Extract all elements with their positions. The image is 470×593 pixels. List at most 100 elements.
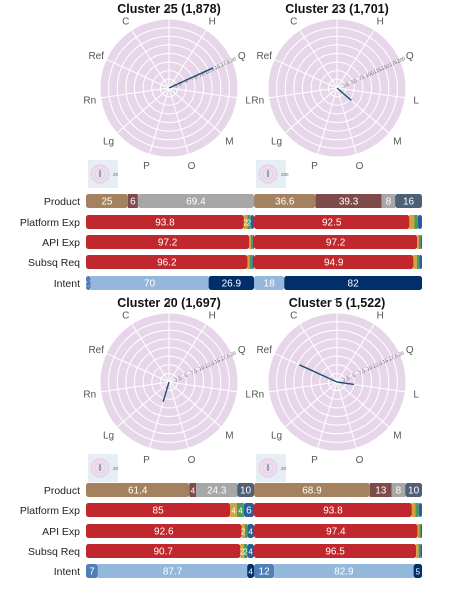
radar-axis-label: M <box>225 430 233 441</box>
bar-row-intent: 2.7 70 26.9 <box>83 276 254 290</box>
bar-segment <box>247 564 254 578</box>
bar-value-label: 96.2 <box>157 258 177 269</box>
bar-value-label: 10 <box>408 486 420 497</box>
radar-spoke <box>168 87 222 134</box>
bar-segment <box>254 564 275 578</box>
bar-row-platform-exp: 93.8 <box>254 503 422 517</box>
bar-row-product: 61.4 4 24.3 10 <box>86 483 254 497</box>
bar-value-label: 4 <box>248 568 253 577</box>
bar-value-label: 97.4 <box>326 527 346 538</box>
radar-tick-label: 100 <box>365 70 375 79</box>
bar-value-label: 2.7 <box>83 280 95 289</box>
radar-series-line <box>168 67 214 89</box>
bar-value-label: 82.9 <box>334 567 354 578</box>
bar-value-label: 6 <box>130 197 136 208</box>
radar-spoke <box>336 87 406 99</box>
radar-tick-label: 15 <box>382 358 390 366</box>
row-label-api-exp: API Exp <box>42 237 80 249</box>
bar-segment <box>86 524 242 538</box>
radar-spoke <box>336 352 400 383</box>
bar-segment <box>241 524 245 538</box>
bar-row-platform-exp: 92.5 <box>254 215 422 229</box>
bar-segment <box>237 483 254 497</box>
row-label-platform-exp: Platform Exp <box>19 505 80 517</box>
inset-ring <box>93 461 107 475</box>
radar-axis-label: Q <box>406 345 414 356</box>
bar-segment <box>254 235 418 249</box>
bar-segment <box>411 503 416 517</box>
radar-tick-label: 5 <box>184 373 189 380</box>
bar-segment <box>391 483 406 497</box>
radar-axis-label: O <box>356 455 364 466</box>
radar-tick-label: 25 <box>343 82 351 90</box>
inset-tick-label: 200 <box>281 172 289 177</box>
radar-spoke <box>168 323 207 383</box>
bar-segment <box>249 255 253 269</box>
bar-segment <box>243 215 248 229</box>
bar-value-label: 36.6 <box>275 197 295 208</box>
bar-segment <box>417 235 419 249</box>
inset-tick-label: 20 <box>113 172 119 177</box>
radar-spoke <box>168 29 207 89</box>
radar-axis-label: M <box>225 136 233 147</box>
bar-segment <box>254 524 418 538</box>
radar-tick-label: 5 <box>184 79 189 86</box>
radar-axis-label: Lg <box>271 136 282 147</box>
bar-value-label: 10 <box>240 486 252 497</box>
bar-segment <box>409 215 415 229</box>
bar-segment <box>395 194 422 208</box>
row-label-subsq-req: Subsq Req <box>28 546 80 558</box>
bar-value-label: 25 <box>101 197 113 208</box>
bar-segment <box>419 255 422 269</box>
cluster-title: Cluster 5 (1,522) <box>288 296 386 310</box>
radar-axis-label: C <box>290 17 297 28</box>
bar-segment <box>86 564 98 578</box>
bar-segment <box>274 564 414 578</box>
bar-segment <box>249 235 251 249</box>
radar-axis-label: P <box>311 455 318 466</box>
radar-axis-label: Lg <box>103 430 114 441</box>
bar-value-label: 2 <box>247 219 252 228</box>
radar-spoke <box>106 352 170 383</box>
bar-segment <box>240 544 244 558</box>
bar-row-api-exp: 97.4 <box>254 524 422 538</box>
bar-row-product: 68.9 13 8 10 <box>254 483 422 497</box>
radar-axis-label: L <box>245 389 251 400</box>
bar-row-api-exp: 97.2 <box>254 235 422 249</box>
bar-value-label: 8 <box>396 486 402 497</box>
bar-segment <box>127 194 138 208</box>
bar-value-label: 5 <box>416 568 421 577</box>
radar-axis-label: M <box>393 430 401 441</box>
radar-spoke <box>168 352 232 383</box>
radar-tick-label: 20 <box>398 350 406 358</box>
bar-segment <box>418 503 422 517</box>
bar-value-label: 92.6 <box>154 527 174 538</box>
bar-value-label: 87.7 <box>163 567 183 578</box>
bar-segment <box>86 276 91 290</box>
inset-ring <box>89 457 111 479</box>
radar-axis-label: T <box>334 4 340 15</box>
radar-axis-label: T <box>166 4 172 15</box>
bar-value-label: 70 <box>144 279 156 290</box>
radar-series-line <box>336 381 355 386</box>
radar-spoke <box>284 381 338 428</box>
bar-segment <box>86 215 244 229</box>
bar-value-label: 18 <box>264 279 276 290</box>
bar-value-label: 8 <box>386 197 392 208</box>
radar-axis-label: C <box>122 17 129 28</box>
radar-tick-label: 15 <box>214 358 222 366</box>
radar-tick-label: 10 <box>198 365 206 373</box>
bar-segment <box>252 255 254 269</box>
bar-segment <box>189 483 197 497</box>
bar-value-label: 7 <box>89 567 95 578</box>
bar-segment <box>417 524 420 538</box>
radar-axis-label: O <box>356 161 364 172</box>
radar-spoke <box>317 381 338 449</box>
bar-value-label: 2 <box>243 219 248 228</box>
radar-spoke <box>149 87 170 155</box>
bar-segment <box>250 235 253 249</box>
bar-segment <box>413 564 422 578</box>
radar-axis-label: Rn <box>251 95 264 106</box>
